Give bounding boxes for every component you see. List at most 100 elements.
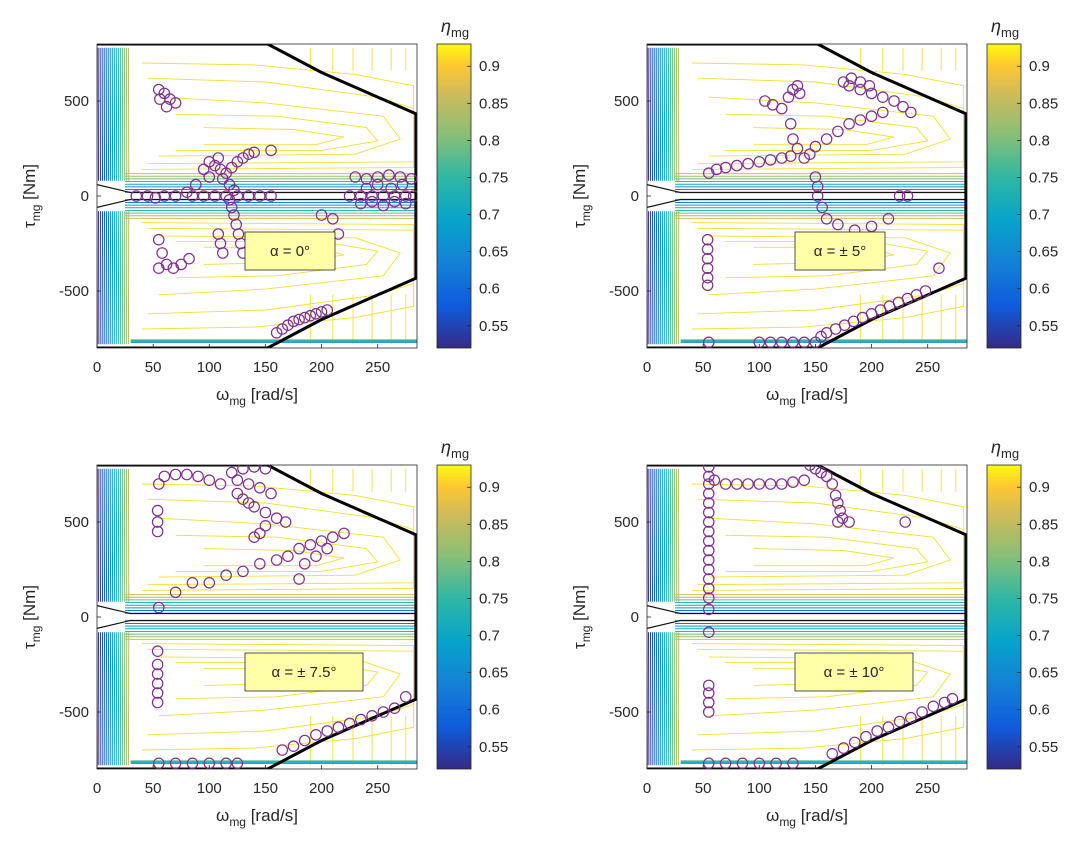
operating-point [702,544,715,557]
y-tick-label: 0 [81,609,89,626]
operating-point [860,730,872,743]
operating-point [731,159,743,172]
y-axis-label: τmg [Nm] [20,585,43,649]
zero-torque-boundary [647,184,967,194]
colorbar-tick-label: 0.75 [1029,169,1058,186]
contour-line [753,127,895,146]
operating-point [901,190,914,202]
colorbar: 0.55 0.6 0.65 0.7 0.75 0.8 0.85 0.9 ηmg [436,437,508,770]
colorbar-tick-label: 0.8 [479,553,500,570]
y-tick-label: 0 [81,188,89,205]
colorbar-tick-label: 0.65 [479,244,508,261]
operating-points [701,72,945,348]
operating-point [702,563,715,576]
x-tick-label: 200 [859,780,884,797]
operating-point [310,307,322,320]
operating-point [254,557,266,570]
operating-point [793,87,806,100]
contour-line [725,113,929,151]
subplot-1: 0 50 100 150 200 250 -500 0 500 ωmg [rad/s] τmg [N… [20,16,508,408]
operating-point [377,190,390,202]
max-torque-envelope [647,44,967,116]
operating-point [287,315,300,328]
operating-point [798,474,810,486]
operating-point [702,516,715,528]
max-torque-envelope [97,465,417,537]
x-tick-label: 50 [695,780,712,797]
operating-point [865,87,878,100]
operating-point [863,80,876,92]
operating-point [933,262,945,274]
zero-torque-boundary [647,619,967,629]
operating-point [701,279,714,292]
operating-point [315,209,328,221]
operating-point [293,542,305,555]
contour-line [691,62,965,170]
y-axis-label: τmg [Nm] [570,585,593,649]
x-tick-label: 200 [859,359,884,376]
operating-point [169,190,182,202]
operating-point [702,487,715,500]
contour-line [708,96,951,157]
operating-point [220,190,232,202]
contour-line [147,227,415,315]
operating-point [214,478,227,490]
operating-points [151,465,412,769]
operating-point [270,554,283,566]
operating-point [701,262,714,274]
operating-point [293,313,305,326]
colorbar-label: ηmg [991,437,1019,461]
colorbar-tick-label: 0.6 [1029,281,1050,298]
operating-point [702,506,715,519]
operating-point [834,504,846,517]
operating-point [237,465,249,475]
operating-point [225,466,238,479]
colorbar-tick-label: 0.8 [1029,553,1050,570]
operating-point [343,190,356,202]
operating-point [787,133,799,145]
contour-line [158,517,401,578]
x-axis-label: ωmg [rad/s] [766,806,848,829]
min-torque-envelope [97,276,417,348]
x-tick-label: 0 [93,780,101,797]
operating-point [310,550,322,562]
colorbar-tick-label: 0.7 [479,628,500,645]
operating-point [298,734,311,747]
colorbar-tick-label: 0.9 [1029,479,1050,496]
colorbar-tick-label: 0.75 [479,169,508,186]
operating-point [242,478,255,490]
efficiency-contours [97,465,417,769]
contour-line [141,62,415,170]
operating-point [829,489,842,502]
operating-point [742,478,754,490]
operating-point [407,190,417,202]
colorbar-tick-label: 0.85 [479,516,508,533]
contour-line [203,548,345,567]
operating-point [231,757,244,769]
operating-point [702,465,715,473]
operating-point [888,95,900,107]
operating-point [151,525,164,538]
operating-point [190,178,202,191]
operating-point [843,118,855,130]
operating-point [702,626,715,638]
operating-point [702,757,715,769]
x-tick-label: 0 [643,359,651,376]
operating-point [791,142,804,155]
operating-point [770,757,782,769]
operating-point [396,178,409,191]
annotation-text: α = ± 10° [824,664,885,681]
operating-point [399,690,412,703]
colorbar-label: ηmg [441,437,469,461]
operating-point [293,573,305,585]
operating-point [764,154,777,166]
colorbar-tick-label: 0.6 [1029,702,1050,719]
y-axis-label: τmg [Nm] [570,164,593,228]
operating-point [242,148,255,160]
operating-point [152,757,165,769]
operating-point [791,80,804,92]
colorbar-label: ηmg [991,16,1019,40]
operating-point [708,474,721,486]
contour-line [147,648,415,736]
x-tick-label: 50 [145,359,162,376]
